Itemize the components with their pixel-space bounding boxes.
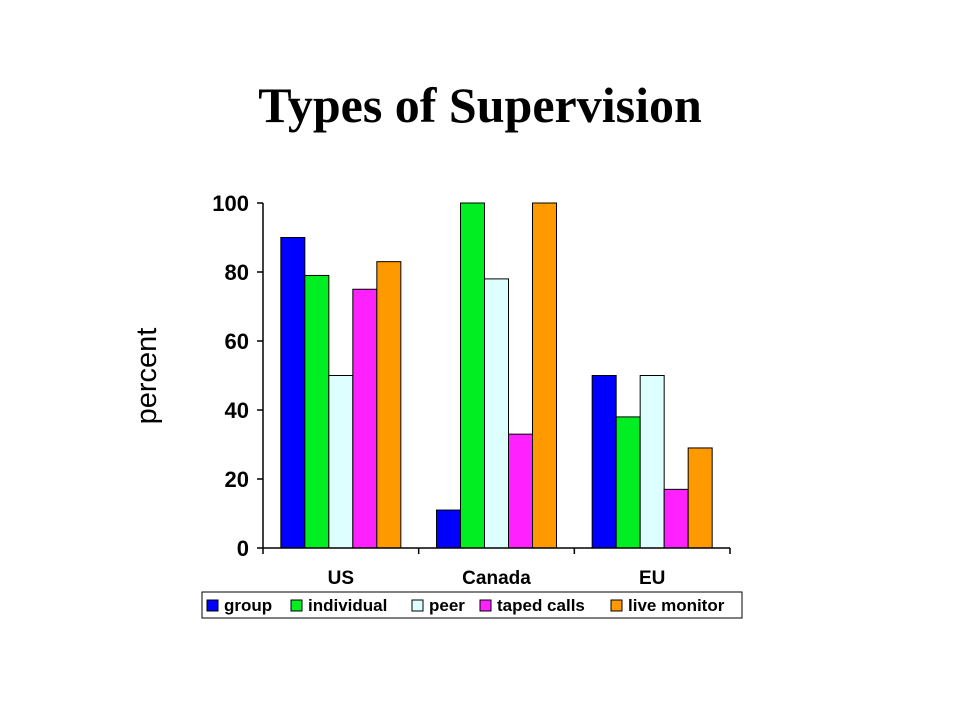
y-tick-label: 20 <box>225 467 249 492</box>
bar-group-canada <box>436 509 461 549</box>
y-tick-label: 80 <box>225 260 249 285</box>
bar-taped-calls-canada <box>508 433 533 549</box>
legend-swatch-peer <box>411 599 424 612</box>
legend-label-group: group <box>224 596 272 615</box>
legend-label-individual: individual <box>308 596 387 615</box>
legend: group individual peer taped calls live monit… <box>201 591 743 619</box>
legend-swatch-live-monitor <box>610 599 623 612</box>
legend-label-peer: peer <box>429 596 465 615</box>
bar-individual-canada <box>460 202 485 549</box>
bar-live-monitor-canada <box>532 202 557 549</box>
bars-group <box>280 202 713 549</box>
bar-live-monitor-eu <box>687 447 713 549</box>
bar-group-us <box>280 237 306 549</box>
y-tick-label: 100 <box>212 191 249 216</box>
bar-taped-calls-eu <box>663 488 689 549</box>
slide-title: Types of Supervision <box>258 77 702 133</box>
category-label-eu: EU <box>639 568 665 589</box>
legend-swatch-individual <box>290 599 303 612</box>
bar-live-monitor-us <box>376 261 402 549</box>
y-tick-label: 0 <box>237 536 249 561</box>
bar-peer-us <box>328 375 354 549</box>
bar-peer-eu <box>639 375 665 549</box>
bar-individual-eu <box>615 416 641 549</box>
legend-swatch-group <box>206 599 219 612</box>
y-axis-title: percent <box>131 328 163 425</box>
legend-swatch-taped-calls <box>479 599 492 612</box>
y-tick-label: 40 <box>225 398 249 423</box>
category-label-us: US <box>328 568 354 589</box>
legend-label-live-monitor: live monitor <box>628 596 725 615</box>
labels-group: 0 20 40 60 80 100 US Canada EU percent <box>131 191 665 589</box>
axes-group <box>257 202 731 554</box>
legend-label-taped-calls: taped calls <box>497 596 585 615</box>
bar-peer-canada <box>484 278 509 549</box>
category-label-canada: Canada <box>462 568 531 589</box>
y-tick-label: 60 <box>225 329 249 354</box>
bar-individual-us <box>304 274 330 549</box>
bar-group-eu <box>591 375 617 549</box>
bar-taped-calls-us <box>352 288 378 549</box>
